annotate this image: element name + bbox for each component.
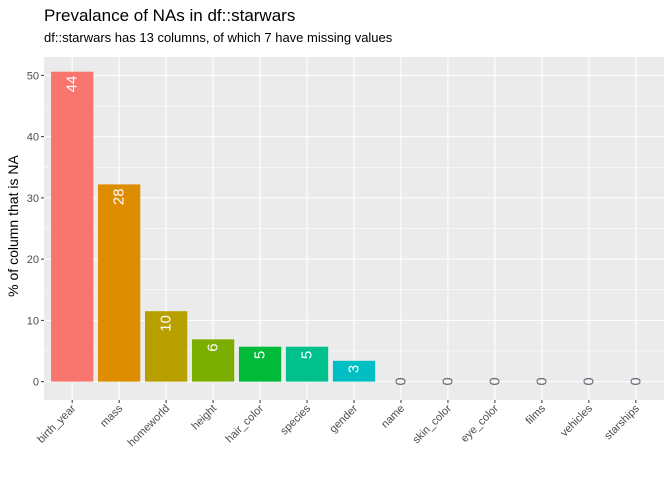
bar-label-skin_color: 0 <box>439 377 456 385</box>
x-tick-label: vehicles <box>558 402 595 439</box>
x-tick-label: height <box>190 403 220 433</box>
y-tick-label: 10 <box>27 315 39 327</box>
bar-label-films: 0 <box>533 377 550 385</box>
bar-label-eye_color: 0 <box>486 377 503 385</box>
bar-label-mass: 28 <box>111 188 128 205</box>
x-tick-label: films <box>524 402 549 427</box>
x-tick-label: eye_color <box>459 402 501 444</box>
bar-label-birth_year: 44 <box>64 76 81 93</box>
bar-species <box>285 346 329 382</box>
x-tick-label: hair_color <box>224 402 267 445</box>
bar-birth_year <box>51 71 94 382</box>
bars <box>51 71 376 382</box>
bar-label-species: 5 <box>299 351 316 359</box>
y-tick-label: 20 <box>27 254 39 266</box>
bar-hair_color <box>238 346 282 382</box>
chart-title: Prevalance of NAs in df::starwars <box>44 6 295 25</box>
bar-label-starships: 0 <box>627 377 644 385</box>
x-tick-label: starships <box>602 402 642 442</box>
x-tick-label: gender <box>327 402 360 435</box>
bar-label-name: 0 <box>392 377 409 385</box>
bar-label-gender: 3 <box>346 365 363 373</box>
y-tick-label: 30 <box>27 193 39 205</box>
x-tick-label: birth_year <box>35 402 78 445</box>
y-tick-label: 0 <box>33 377 39 389</box>
x-tick-label: species <box>278 402 313 437</box>
y-tick-label: 40 <box>27 132 39 144</box>
y-axis: 0 10 20 30 40 50 <box>27 70 44 389</box>
x-axis: birth_year mass homeworld height hair_color s… <box>35 400 642 449</box>
bar-height <box>191 339 235 382</box>
bar-gender <box>332 360 376 382</box>
y-axis-title: % of column that is NA <box>5 155 21 297</box>
y-tick-label: 50 <box>27 70 39 82</box>
bar-homeworld <box>144 311 188 382</box>
bar-label-height: 6 <box>205 343 222 351</box>
chart-subtitle: df::starwars has 13 columns, of which 7 … <box>44 30 393 45</box>
bar-label-hair_color: 5 <box>252 351 269 359</box>
bar-mass <box>98 184 141 382</box>
x-tick-label: homeworld <box>126 403 173 450</box>
bar-label-homeworld: 10 <box>158 315 175 332</box>
x-tick-label: skin_color <box>411 402 455 446</box>
x-tick-label: name <box>379 403 407 431</box>
bar-labels: 44 28 10 6 5 5 3 0 0 0 0 0 0 <box>64 76 645 386</box>
bar-label-vehicles: 0 <box>580 377 597 385</box>
x-tick-label: mass <box>98 402 125 429</box>
